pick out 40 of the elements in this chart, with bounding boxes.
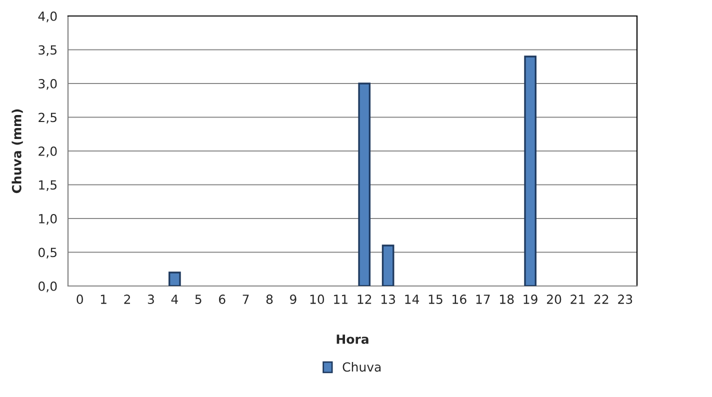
y-tick-label: 3,5 (38, 45, 56, 56)
y-tick-label: 1,5 (39, 180, 56, 191)
x-tick-label: 0 (76, 294, 83, 304)
x-tick-label: 8 (266, 294, 273, 304)
x-tick-label: 13 (381, 294, 396, 304)
legend-label: Chuva (342, 362, 381, 372)
x-tick-label: 9 (290, 294, 296, 304)
bar (524, 56, 536, 286)
x-tick-label: 5 (195, 294, 202, 304)
x-tick-label: 2 (124, 294, 130, 304)
x-tick-label: 18 (500, 294, 514, 304)
y-tick-label: 2,5 (38, 112, 56, 124)
x-tick-label: 17 (476, 294, 490, 304)
x-tick-label: 23 (618, 294, 632, 304)
y-tick-label: 0,5 (38, 248, 56, 258)
x-tick-label: 3 (148, 294, 154, 304)
x-tick-label: 12 (358, 294, 372, 304)
x-tick-label: 22 (594, 294, 608, 304)
x-tick-label: 21 (570, 294, 585, 304)
x-tick-label: 7 (242, 294, 249, 304)
x-tick-label: 20 (546, 294, 562, 304)
y-tick-label: 2,0 (38, 146, 57, 158)
x-tick-label: 10 (310, 294, 324, 304)
x-tick-label: 16 (452, 294, 466, 304)
bar (358, 82, 371, 286)
y-tick-label: 1,0 (39, 214, 57, 225)
x-tick-label: 19 (524, 294, 538, 304)
x-tick-label: 11 (334, 294, 348, 304)
y-tick-label: 4,0 (38, 11, 57, 22)
x-axis-title: Hora (336, 334, 368, 344)
x-tick-label: 15 (428, 294, 442, 304)
x-tick-label: 4 (171, 294, 178, 304)
x-tick-label: 14 (405, 294, 420, 304)
y-axis-title: Chuva (mm) (12, 109, 23, 194)
x-tick-label: 6 (219, 294, 226, 304)
bar (168, 272, 181, 286)
bar (382, 244, 394, 286)
x-tick-label: 1 (100, 294, 106, 304)
y-tick-label: 0,0 (38, 281, 57, 292)
y-tick-label: 3,0 (38, 78, 57, 90)
